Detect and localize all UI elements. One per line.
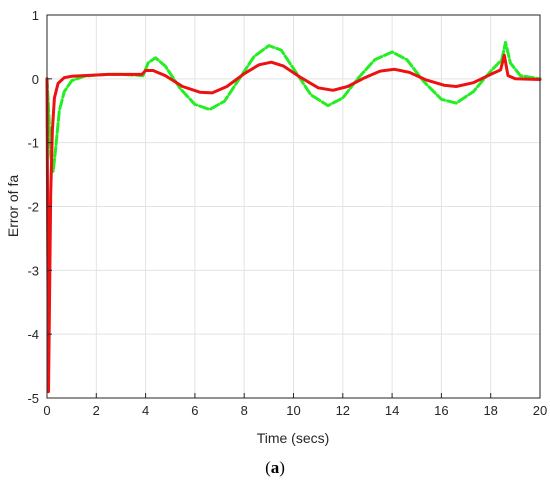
caption-close-paren: ): [279, 458, 285, 477]
y-tick-label: -5: [27, 391, 39, 406]
x-tick-label: 0: [43, 403, 50, 418]
y-tick-label: -2: [27, 200, 39, 215]
x-tick-label: 4: [142, 403, 149, 418]
x-tick-label: 14: [385, 403, 399, 418]
x-tick-label: 10: [286, 403, 300, 418]
y-tick-label: -3: [27, 263, 39, 278]
figure-caption: (a): [0, 458, 550, 478]
x-tick-label: 6: [191, 403, 198, 418]
x-axis-label: Time (secs): [257, 430, 330, 446]
y-tick-label: -4: [27, 327, 39, 342]
series-group: [45, 40, 542, 394]
y-tick-label: 1: [32, 8, 39, 23]
x-tick-label: 8: [241, 403, 248, 418]
y-tick-label: 0: [32, 72, 39, 87]
x-tick-label: 18: [483, 403, 497, 418]
y-axis-label: Error of fa: [5, 175, 21, 237]
caption-letter: a: [270, 458, 280, 477]
x-tick-label: 20: [533, 403, 547, 418]
x-tick-label: 12: [336, 403, 350, 418]
y-tick-label: -1: [27, 136, 39, 151]
x-tick-label: 16: [434, 403, 448, 418]
x-tick-label: 2: [93, 403, 100, 418]
caption-open-paren: (: [265, 458, 271, 477]
series-line-solid: [45, 53, 542, 394]
